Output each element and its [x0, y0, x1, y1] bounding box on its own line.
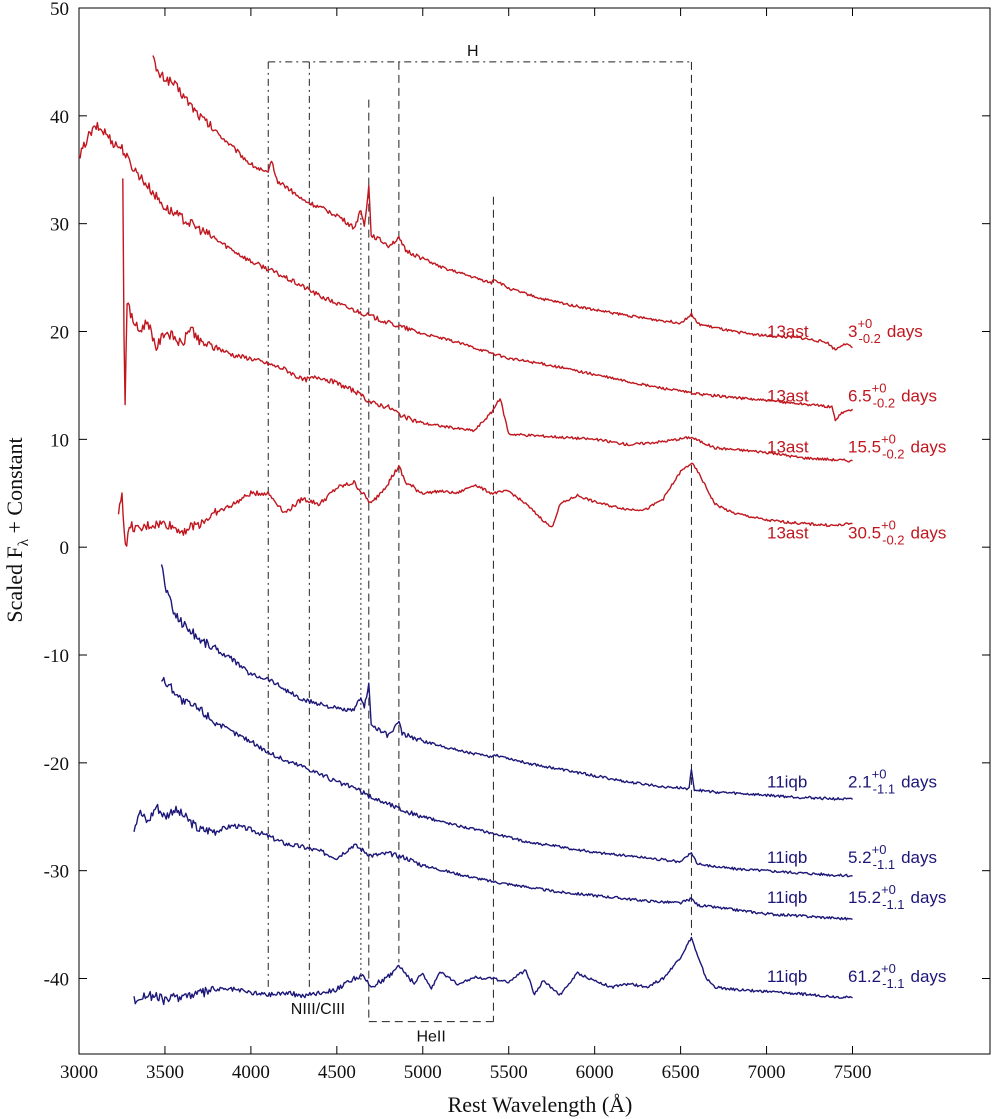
series-object-label: 11iqb: [767, 967, 807, 986]
series-object-label: 13ast: [767, 524, 809, 543]
series-object-label: 11iqb: [767, 848, 807, 867]
epoch-sub: -0.2: [858, 331, 880, 346]
y-tick-label: -30: [44, 862, 69, 883]
y-tick-label: 0: [60, 538, 70, 559]
y-tick-label: 30: [50, 215, 69, 236]
epoch-sup: +0: [881, 518, 896, 533]
epoch-sub: -0.2: [882, 446, 904, 461]
heii-label: HeII: [416, 1029, 445, 1046]
y-axis-title-sub: λ: [16, 538, 32, 546]
series-object-label: 11iqb: [767, 888, 807, 907]
epoch-value: 61.2: [848, 967, 881, 986]
epoch-sup: +0: [872, 767, 887, 782]
epoch-unit: days: [887, 322, 923, 341]
spectrum-line-13ast-6.5: [78, 121, 854, 422]
spectrum-line-11iqb-2.1: [160, 564, 853, 801]
epoch-value: 30.5: [848, 524, 881, 543]
epoch-value: 6.5: [848, 387, 872, 406]
spectrum-line-11iqb-15.2: [133, 803, 853, 921]
epoch-sup: +0: [881, 961, 896, 976]
epoch-sup: +0: [881, 431, 896, 446]
series-epoch-label: 30.5+0 -0.2 days: [848, 518, 946, 548]
series-epoch-label: 3+0 -0.2 days: [848, 316, 923, 346]
epoch-value: 15.2: [848, 888, 881, 907]
epoch-unit: days: [911, 524, 947, 543]
series-object-label: 13ast: [767, 437, 809, 456]
epoch-unit: days: [911, 888, 947, 907]
y-tick-label: 20: [50, 323, 69, 344]
series-epoch-label: 2.1+0 -1.1 days: [848, 767, 937, 797]
series-epoch-label: 6.5+0 -0.2 days: [848, 381, 937, 411]
epoch-sub: -1.1: [873, 857, 895, 872]
epoch-value: 3: [848, 322, 857, 341]
x-tick-label: 3500: [146, 1062, 184, 1083]
x-tick-label: 4500: [318, 1062, 356, 1083]
spectrum-line-11iqb-61.2: [133, 936, 853, 1006]
y-tick-label: -10: [44, 646, 69, 667]
spectrum-line-13ast-3: [152, 55, 853, 351]
x-tick-label: 6000: [576, 1062, 614, 1083]
y-tick-label: -40: [44, 970, 69, 991]
y-axis-title-rest: + Constant: [2, 437, 27, 539]
niii-ciii-label: NIII/CIII: [291, 1001, 345, 1018]
epoch-sub: -1.1: [882, 897, 904, 912]
series-epoch-label: 15.2+0 -1.1 days: [848, 882, 946, 912]
epoch-sup: +0: [857, 316, 872, 331]
y-tick-label: 50: [50, 0, 69, 20]
x-tick-label: 5000: [404, 1062, 442, 1083]
epoch-value: 5.2: [848, 848, 872, 867]
epoch-unit: days: [901, 848, 937, 867]
x-tick-label: 6500: [662, 1062, 700, 1083]
x-tick-label: 4000: [232, 1062, 270, 1083]
y-tick-label: -20: [44, 754, 69, 775]
h-series-label: H: [467, 43, 479, 60]
y-tick-label: 40: [50, 107, 69, 128]
series-epoch-label: 15.5+0 -0.2 days: [848, 431, 946, 461]
epoch-unit: days: [901, 773, 937, 792]
epoch-value: 2.1: [848, 773, 872, 792]
spectrum-line-13ast-15.5: [122, 178, 853, 463]
series-object-label: 11iqb: [767, 773, 807, 792]
epoch-unit: days: [901, 387, 937, 406]
series-epoch-label: 61.2+0 -1.1 days: [848, 961, 946, 991]
x-tick-label: 7500: [833, 1062, 871, 1083]
epoch-value: 15.5: [848, 437, 881, 456]
epoch-unit: days: [911, 967, 947, 986]
series-object-label: 13ast: [767, 387, 809, 406]
epoch-sub: -0.2: [873, 396, 895, 411]
series-object-label: 13ast: [767, 322, 809, 341]
epoch-sub: -1.1: [882, 976, 904, 991]
epoch-sub: -1.1: [873, 782, 895, 797]
spectrum-line-13ast-30.5: [117, 462, 853, 547]
y-axis-title: Scaled Fλ + Constant: [2, 437, 32, 622]
x-axis-title: Rest Wavelength (Å): [448, 1092, 633, 1117]
epoch-sup: +0: [872, 381, 887, 396]
y-axis-title-main: Scaled F: [2, 546, 27, 622]
spectrum-line-11iqb-5.2: [160, 676, 853, 878]
y-tick-label: 10: [50, 430, 69, 451]
x-tick-label: 5500: [490, 1062, 528, 1083]
epoch-sup: +0: [881, 882, 896, 897]
x-tick-label: 7000: [748, 1062, 786, 1083]
epoch-sup: +0: [872, 842, 887, 857]
x-tick-label: 3000: [60, 1062, 98, 1083]
epoch-unit: days: [911, 437, 947, 456]
series-epoch-label: 5.2+0 -1.1 days: [848, 842, 937, 872]
plot-frame: [78, 7, 991, 1055]
epoch-sub: -0.2: [882, 533, 904, 548]
